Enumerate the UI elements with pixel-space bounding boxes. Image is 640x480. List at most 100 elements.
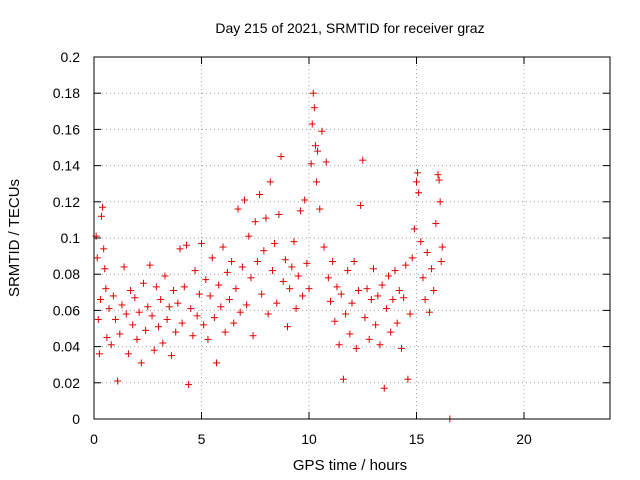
grid-lines: [94, 57, 610, 419]
data-point: [281, 256, 289, 264]
data-point: [294, 272, 302, 280]
data-point: [357, 201, 365, 209]
data-point: [155, 323, 162, 331]
data-point: [292, 305, 300, 313]
data-point: [380, 384, 388, 392]
data-point: [402, 261, 410, 269]
data-point: [165, 303, 173, 311]
data-point: [93, 254, 101, 262]
data-point: [361, 314, 369, 322]
data-point: [414, 169, 422, 177]
data-point: [243, 301, 251, 309]
data-point: [228, 258, 236, 266]
x-tick-labels: 0 5 10 15 20: [90, 431, 532, 447]
data-point: [144, 303, 152, 311]
data-point: [191, 267, 199, 275]
data-point: [176, 245, 184, 253]
data-point: [260, 247, 268, 255]
data-point: [148, 312, 156, 320]
y-tick-label: 0.02: [53, 375, 80, 391]
data-point: [271, 239, 279, 247]
data-point: [314, 147, 322, 155]
data-point: [107, 341, 115, 349]
data-point: [101, 265, 109, 273]
data-point: [344, 267, 352, 275]
data-point: [339, 375, 347, 383]
data-point: [157, 296, 165, 304]
data-point: [393, 319, 401, 327]
data-point: [305, 285, 313, 293]
data-point: [105, 305, 113, 313]
data-point: [309, 89, 317, 97]
data-point: [100, 245, 108, 253]
data-point: [322, 158, 330, 166]
data-point: [376, 341, 384, 349]
data-point: [208, 254, 216, 262]
data-point: [98, 212, 106, 220]
data-point: [159, 339, 167, 347]
data-point: [102, 285, 110, 293]
data-point: [142, 326, 150, 334]
data-point: [95, 350, 103, 358]
data-point: [232, 285, 240, 293]
data-point: [438, 243, 446, 251]
data-point: [428, 265, 436, 273]
data-point: [421, 296, 429, 304]
data-point: [425, 308, 433, 316]
data-point: [223, 268, 231, 276]
data-point: [273, 299, 281, 307]
data-point: [189, 332, 197, 340]
data-point: [167, 352, 175, 360]
y-tick-label: 0.14: [53, 158, 80, 174]
data-point: [410, 225, 418, 233]
data-point: [210, 314, 218, 322]
data-point: [385, 272, 393, 280]
data-point: [275, 210, 283, 218]
data-point: [127, 286, 135, 294]
data-point: [365, 335, 373, 343]
data-point: [135, 308, 143, 316]
data-point: [225, 296, 233, 304]
data-point: [387, 328, 395, 336]
data-point: [318, 127, 326, 135]
data-point: [389, 296, 397, 304]
data-point: [264, 310, 272, 318]
data-point: [417, 238, 425, 246]
data-point: [206, 292, 214, 300]
y-tick-label: 0.06: [53, 302, 80, 318]
data-point: [350, 258, 358, 266]
y-tick-label: 0: [72, 411, 80, 427]
data-point: [311, 142, 319, 150]
data-point: [112, 315, 119, 323]
data-point: [301, 196, 309, 204]
data-point: [288, 263, 296, 271]
data-point: [124, 350, 132, 358]
data-point: [435, 176, 443, 184]
data-point: [277, 153, 285, 161]
y-tick-label: 0.1: [61, 230, 81, 246]
data-point: [94, 315, 102, 323]
data-point: [316, 205, 324, 213]
data-point: [163, 315, 171, 323]
y-tick-label: 0.08: [53, 266, 80, 282]
data-point: [354, 286, 362, 294]
data-point: [187, 305, 195, 313]
data-point: [324, 274, 332, 282]
data-point: [397, 344, 405, 352]
data-point: [352, 344, 360, 352]
data-point: [120, 263, 128, 271]
data-point: [236, 308, 244, 316]
data-point: [348, 299, 356, 307]
data-point: [152, 283, 160, 291]
data-point: [286, 285, 294, 293]
data-point: [367, 296, 375, 304]
y-tick-label: 0.12: [53, 194, 80, 210]
data-point: [437, 258, 445, 266]
data-point: [430, 286, 438, 294]
data-point: [256, 191, 264, 199]
data-point: [221, 328, 229, 336]
plot-frame: [93, 56, 611, 420]
data-point: [307, 160, 315, 168]
x-tick-label: 15: [409, 431, 425, 447]
data-point: [258, 290, 266, 298]
